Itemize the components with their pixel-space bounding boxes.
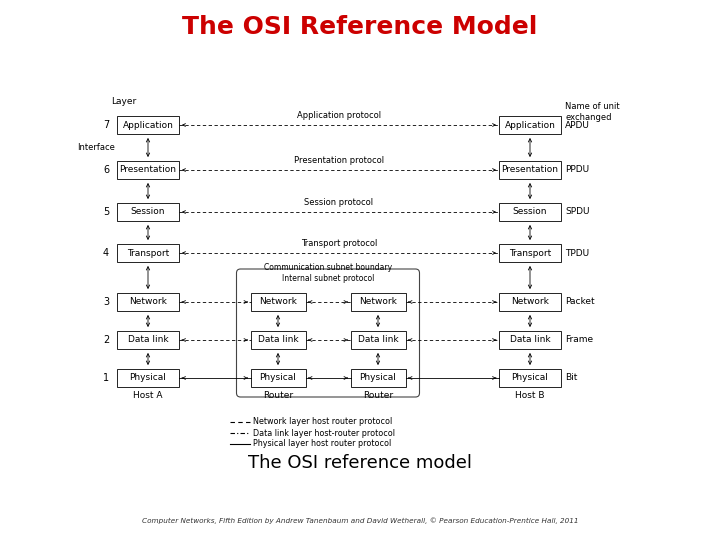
Text: Network layer host router protocol: Network layer host router protocol [253, 417, 392, 427]
Text: Network: Network [359, 298, 397, 307]
Text: PPDU: PPDU [565, 165, 589, 174]
Text: The OSI reference model: The OSI reference model [248, 454, 472, 472]
FancyBboxPatch shape [117, 331, 179, 349]
FancyBboxPatch shape [351, 293, 405, 311]
Text: APDU: APDU [565, 120, 590, 130]
Text: Presentation: Presentation [120, 165, 176, 174]
Text: Physical: Physical [130, 374, 166, 382]
Text: Router: Router [363, 391, 393, 400]
Text: Internal subnet protocol: Internal subnet protocol [282, 274, 374, 283]
Text: Presentation protocol: Presentation protocol [294, 156, 384, 165]
Text: 7: 7 [103, 120, 109, 130]
Text: TPDU: TPDU [565, 248, 589, 258]
FancyBboxPatch shape [351, 369, 405, 387]
FancyBboxPatch shape [117, 203, 179, 221]
FancyBboxPatch shape [117, 244, 179, 262]
Text: Router: Router [263, 391, 293, 400]
Text: 4: 4 [103, 248, 109, 258]
Text: Communication subnet boundary: Communication subnet boundary [264, 263, 392, 272]
Text: Data link: Data link [127, 335, 168, 345]
Text: Transport protocol: Transport protocol [301, 239, 377, 248]
FancyBboxPatch shape [499, 161, 561, 179]
Text: Data link: Data link [510, 335, 550, 345]
FancyBboxPatch shape [117, 293, 179, 311]
Text: 6: 6 [103, 165, 109, 175]
Text: 1: 1 [103, 373, 109, 383]
Text: Presentation: Presentation [502, 165, 559, 174]
Text: Host B: Host B [516, 391, 545, 400]
Text: Session: Session [131, 207, 166, 217]
Text: 5: 5 [103, 207, 109, 217]
Text: Application: Application [122, 120, 174, 130]
Text: Application protocol: Application protocol [297, 111, 381, 120]
Text: Session: Session [513, 207, 547, 217]
FancyBboxPatch shape [499, 116, 561, 134]
FancyBboxPatch shape [499, 203, 561, 221]
Text: Session protocol: Session protocol [305, 198, 374, 207]
Text: Name of unit
exchanged: Name of unit exchanged [565, 102, 620, 122]
FancyBboxPatch shape [499, 244, 561, 262]
FancyBboxPatch shape [117, 161, 179, 179]
Text: The OSI Reference Model: The OSI Reference Model [182, 15, 538, 39]
Text: Physical: Physical [359, 374, 397, 382]
Text: Physical layer host router protocol: Physical layer host router protocol [253, 440, 391, 449]
Text: Physical: Physical [260, 374, 297, 382]
Text: Host A: Host A [133, 391, 163, 400]
Text: 3: 3 [103, 297, 109, 307]
Text: Transport: Transport [127, 248, 169, 258]
Text: Transport: Transport [509, 248, 551, 258]
FancyBboxPatch shape [251, 369, 305, 387]
FancyBboxPatch shape [251, 293, 305, 311]
Text: SPDU: SPDU [565, 207, 590, 217]
Text: Data link: Data link [258, 335, 298, 345]
Text: Packet: Packet [565, 298, 595, 307]
Text: Network: Network [129, 298, 167, 307]
FancyBboxPatch shape [117, 116, 179, 134]
FancyBboxPatch shape [251, 331, 305, 349]
Text: 2: 2 [103, 335, 109, 345]
Text: Interface: Interface [77, 143, 115, 152]
FancyBboxPatch shape [499, 293, 561, 311]
Text: Network: Network [511, 298, 549, 307]
Text: Network: Network [259, 298, 297, 307]
FancyBboxPatch shape [117, 369, 179, 387]
FancyBboxPatch shape [499, 331, 561, 349]
Text: Physical: Physical [512, 374, 549, 382]
Text: Application: Application [505, 120, 555, 130]
FancyBboxPatch shape [351, 331, 405, 349]
Text: Computer Networks, Fifth Edition by Andrew Tanenbaum and David Wetherall, © Pear: Computer Networks, Fifth Edition by Andr… [142, 517, 578, 524]
Text: Frame: Frame [565, 335, 593, 345]
Text: Data link layer host-router protocol: Data link layer host-router protocol [253, 429, 395, 437]
Text: Layer: Layer [111, 97, 136, 106]
FancyBboxPatch shape [499, 369, 561, 387]
Text: Data link: Data link [358, 335, 398, 345]
Text: Bit: Bit [565, 374, 577, 382]
